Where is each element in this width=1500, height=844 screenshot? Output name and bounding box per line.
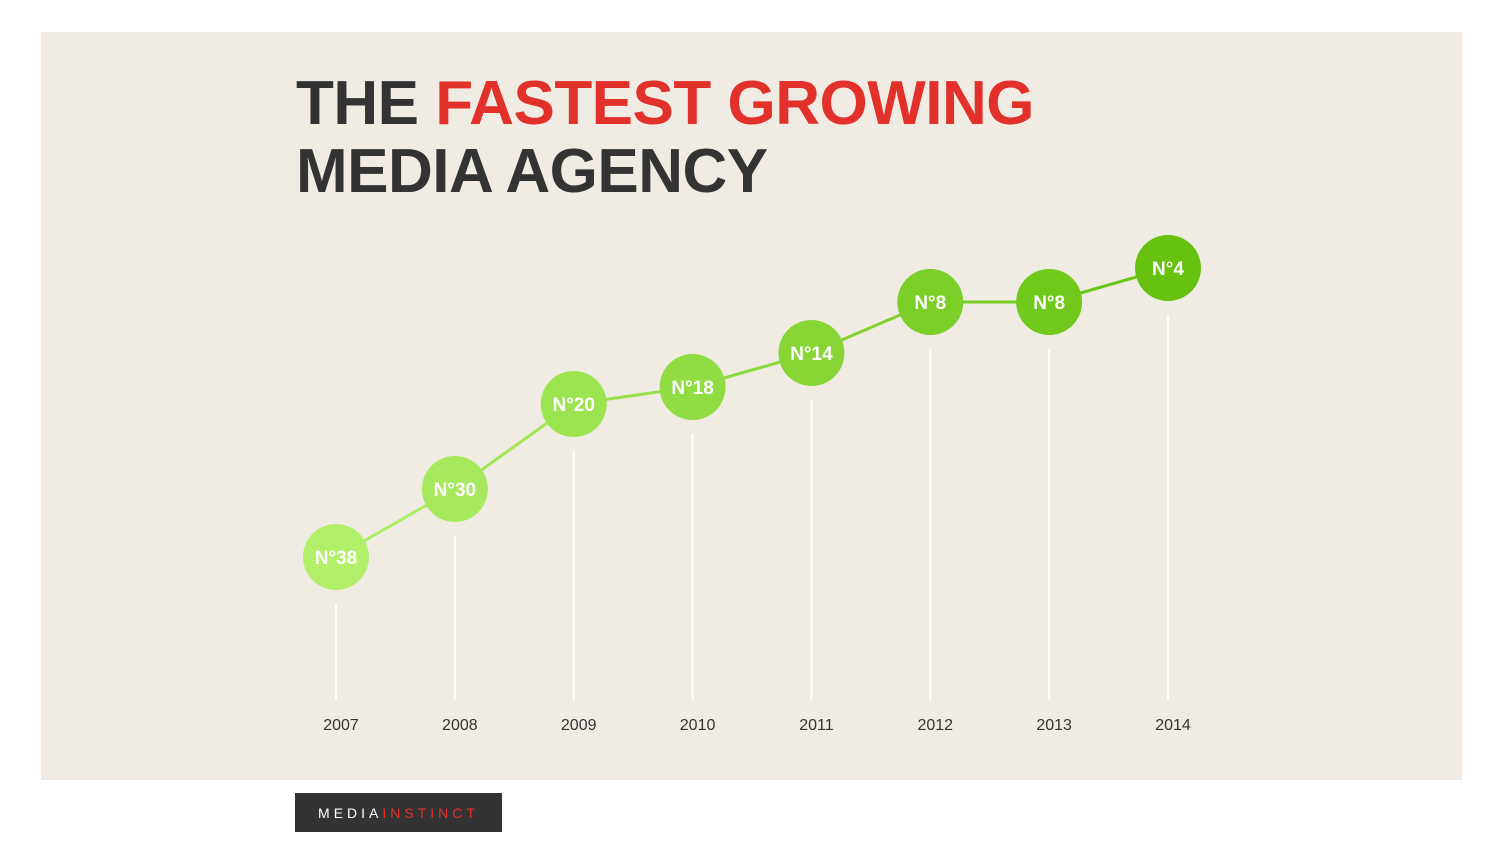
- rank-node-2008: N°30: [421, 456, 488, 522]
- rank-label-2009: N°20: [552, 395, 594, 416]
- rank-label-2012: N°8: [914, 293, 946, 314]
- mediainstinct-logo: MEDIA INSTINCT: [295, 793, 502, 832]
- rank-circle-2013: [1016, 269, 1083, 335]
- year-axis: 2007 2008 2009 2010 2011 2012 2013 2014: [323, 717, 1191, 734]
- rank-circle-2014: [1135, 235, 1201, 301]
- year-label-2008: 2008: [442, 717, 478, 734]
- rank-label-2011: N°14: [790, 344, 833, 365]
- rank-label-2007: N°38: [315, 548, 357, 569]
- rank-node-2010: N°18: [659, 354, 726, 420]
- rank-label-2008: N°30: [434, 480, 476, 501]
- rank-node-2007: N°38: [303, 524, 369, 590]
- rank-circle-2008: [421, 456, 488, 522]
- title-accent: FASTEST GROWING: [435, 69, 1034, 138]
- title-prefix: THE: [296, 69, 419, 138]
- rank-node-2012: N°8: [897, 269, 964, 335]
- rank-label-2010: N°18: [671, 378, 713, 399]
- rank-circle-2010: [659, 354, 726, 420]
- year-label-2009: 2009: [561, 717, 597, 734]
- rank-circle-2011: [778, 320, 845, 386]
- year-label-2007: 2007: [323, 717, 359, 734]
- stem-lines: [335, 315, 1169, 700]
- year-label-2014: 2014: [1155, 717, 1191, 734]
- logo-part-media: MEDIA: [318, 804, 383, 821]
- rank-label-2013: N°8: [1033, 293, 1065, 314]
- rank-node-2013: N°8: [1016, 269, 1083, 335]
- rank-node-2011: N°14: [778, 320, 845, 386]
- rank-node-2009: N°20: [540, 371, 607, 437]
- rank-nodes: N°38 N°30 N°20 N°18 N°14 N°8 N°8 N°4: [303, 235, 1201, 590]
- rank-label-2014: N°4: [1152, 259, 1184, 280]
- rank-circle-2009: [540, 371, 607, 437]
- rank-circle-2012: [897, 269, 964, 335]
- title-line-2: MEDIA AGENCY: [296, 137, 768, 206]
- slide-panel: [41, 32, 1462, 780]
- year-label-2012: 2012: [917, 717, 953, 734]
- year-label-2011: 2011: [799, 717, 834, 734]
- year-label-2013: 2013: [1036, 717, 1072, 734]
- slide-title: THE FASTEST GROWING MEDIA AGENCY: [296, 70, 1034, 206]
- year-label-2010: 2010: [680, 717, 716, 734]
- logo-part-instinct: INSTINCT: [382, 804, 479, 821]
- rank-circle-2007: [303, 524, 369, 590]
- rank-node-2014: N°4: [1135, 235, 1201, 301]
